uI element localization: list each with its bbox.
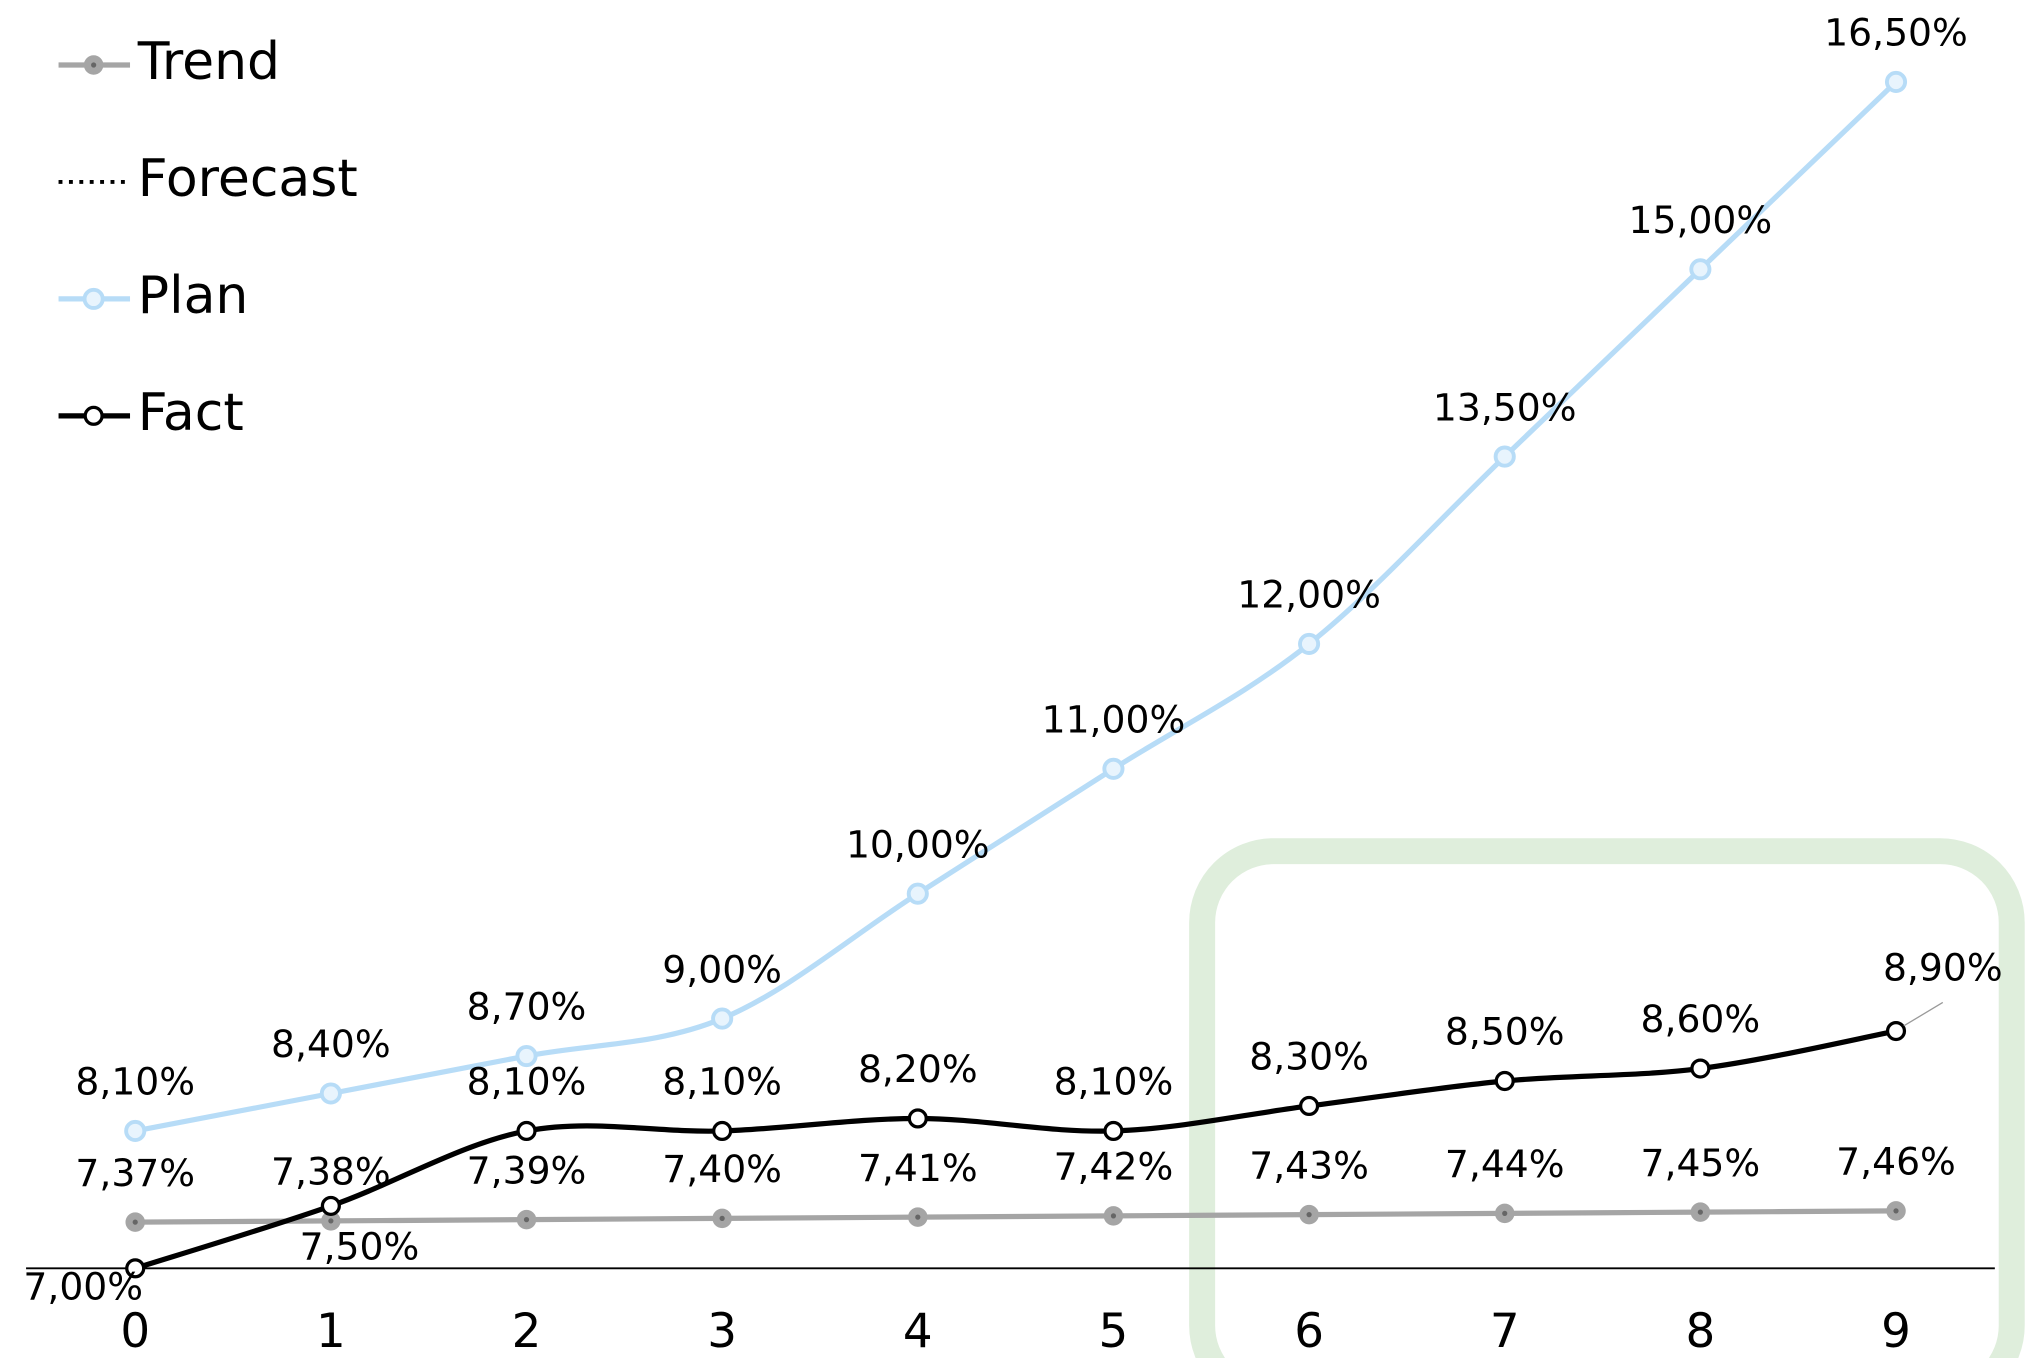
marker-dot bbox=[523, 1217, 530, 1223]
data-label: 9,00% bbox=[662, 947, 782, 991]
marker bbox=[712, 1120, 733, 1142]
data-label: 7,50% bbox=[300, 1224, 420, 1268]
series-line bbox=[135, 1208, 1897, 1225]
marker bbox=[1690, 1058, 1711, 1079]
legend-label: Forecast bbox=[138, 149, 358, 209]
data-label: 16,50% bbox=[1824, 11, 1968, 55]
marker-dot bbox=[328, 1218, 334, 1224]
x-tick-label: 8 bbox=[1685, 1305, 1715, 1358]
legend-item: Forecast bbox=[58, 149, 358, 209]
data-label: 15,00% bbox=[1629, 198, 1773, 242]
data-label: 7,42% bbox=[1054, 1145, 1174, 1189]
marker bbox=[1299, 1095, 1320, 1117]
data-label: 7,41% bbox=[858, 1146, 978, 1190]
marker bbox=[124, 1119, 147, 1143]
marker-dot bbox=[719, 1215, 725, 1221]
data-label: 8,60% bbox=[1641, 997, 1761, 1041]
x-tick-label: 2 bbox=[512, 1305, 542, 1358]
data-label: 11,00% bbox=[1042, 698, 1186, 742]
legend-item: Fact bbox=[58, 383, 244, 443]
x-tick-label: 7 bbox=[1490, 1305, 1520, 1358]
marker bbox=[1103, 1120, 1124, 1142]
data-label: 7,45% bbox=[1641, 1141, 1761, 1185]
marker-dot bbox=[132, 1219, 138, 1225]
marker-dot bbox=[1306, 1212, 1312, 1218]
marker-dot bbox=[1110, 1213, 1117, 1219]
marker bbox=[1494, 1070, 1515, 1092]
marker bbox=[907, 1108, 928, 1129]
x-tick-label: 5 bbox=[1099, 1305, 1129, 1358]
legend-label: Trend bbox=[137, 32, 280, 92]
data-label: 8,90% bbox=[1883, 945, 2003, 989]
legend-label: Plan bbox=[138, 266, 249, 326]
plot-area: 0 1 2 3 4 5 6 7 8 9 7,37% 7,38% 7,39% 7,40% 7,41% 7,42%… bbox=[23, 11, 2002, 1358]
marker bbox=[711, 1007, 734, 1030]
series: 7,37% 7,38% 7,39% 7,40% 7,41% 7,42% 7,43% 7,44%… bbox=[75, 1140, 1956, 1232]
data-label: 7,39% bbox=[467, 1148, 587, 1192]
data-label: 10,00% bbox=[846, 822, 990, 866]
marker-dot bbox=[1893, 1208, 1899, 1214]
marker bbox=[82, 287, 105, 310]
data-label: 7,37% bbox=[75, 1151, 195, 1195]
marker-dot bbox=[91, 62, 97, 68]
marker bbox=[1493, 445, 1516, 468]
marker-dot bbox=[1697, 1209, 1703, 1215]
data-label: 8,20% bbox=[858, 1047, 978, 1091]
marker bbox=[1298, 632, 1321, 655]
data-label: 8,40% bbox=[271, 1022, 391, 1066]
data-label: 7,38% bbox=[271, 1150, 391, 1194]
x-tick-label: 1 bbox=[316, 1305, 346, 1358]
legend-label: Fact bbox=[138, 383, 244, 443]
marker bbox=[516, 1120, 537, 1142]
data-label: 8,10% bbox=[1054, 1060, 1174, 1104]
data-label: 8,70% bbox=[467, 985, 587, 1029]
marker bbox=[125, 1258, 146, 1279]
data-label: 12,00% bbox=[1237, 573, 1381, 617]
leader-line bbox=[1903, 1001, 1944, 1027]
data-label: 8,10% bbox=[662, 1060, 782, 1104]
x-tick-label: 4 bbox=[903, 1305, 933, 1358]
marker-dot bbox=[1502, 1210, 1508, 1216]
data-label: 7,40% bbox=[662, 1147, 782, 1191]
marker bbox=[906, 882, 929, 905]
data-label: 8,30% bbox=[1249, 1035, 1369, 1079]
series: 8,10% 8,40% 8,70% 9,00% 10,00% 11,00% 12,00% 13… bbox=[75, 11, 1968, 1143]
x-tick-label: 9 bbox=[1881, 1305, 1911, 1358]
marker bbox=[320, 1195, 341, 1216]
marker bbox=[1102, 757, 1125, 780]
x-tick-label: 3 bbox=[707, 1305, 737, 1358]
x-tick-label: 6 bbox=[1294, 1305, 1324, 1358]
data-label: 8,10% bbox=[75, 1060, 195, 1104]
series: 7,00% 7,50% 8,10% 8,10% 8,20% 8,10% 8,30% 8,50%… bbox=[23, 945, 2002, 1308]
legend-item: Plan bbox=[58, 266, 249, 326]
marker bbox=[1885, 1020, 1907, 1042]
series-line bbox=[134, 80, 1898, 1134]
marker bbox=[1884, 70, 1908, 93]
data-label: 7,00% bbox=[23, 1265, 143, 1309]
marker bbox=[83, 405, 104, 426]
marker bbox=[319, 1082, 342, 1105]
data-label: 7,44% bbox=[1445, 1142, 1565, 1186]
data-label: 7,46% bbox=[1836, 1140, 1956, 1184]
series-line bbox=[134, 1028, 1897, 1271]
marker-dot bbox=[915, 1214, 921, 1220]
data-label: 13,50% bbox=[1433, 385, 1577, 429]
marker bbox=[1689, 258, 1712, 281]
legend-item: Trend bbox=[58, 32, 280, 92]
data-label: 7,43% bbox=[1249, 1143, 1369, 1187]
data-label: 8,10% bbox=[467, 1060, 587, 1104]
x-tick-label: 0 bbox=[120, 1305, 150, 1358]
marker bbox=[515, 1044, 538, 1068]
data-label: 8,50% bbox=[1445, 1010, 1565, 1054]
